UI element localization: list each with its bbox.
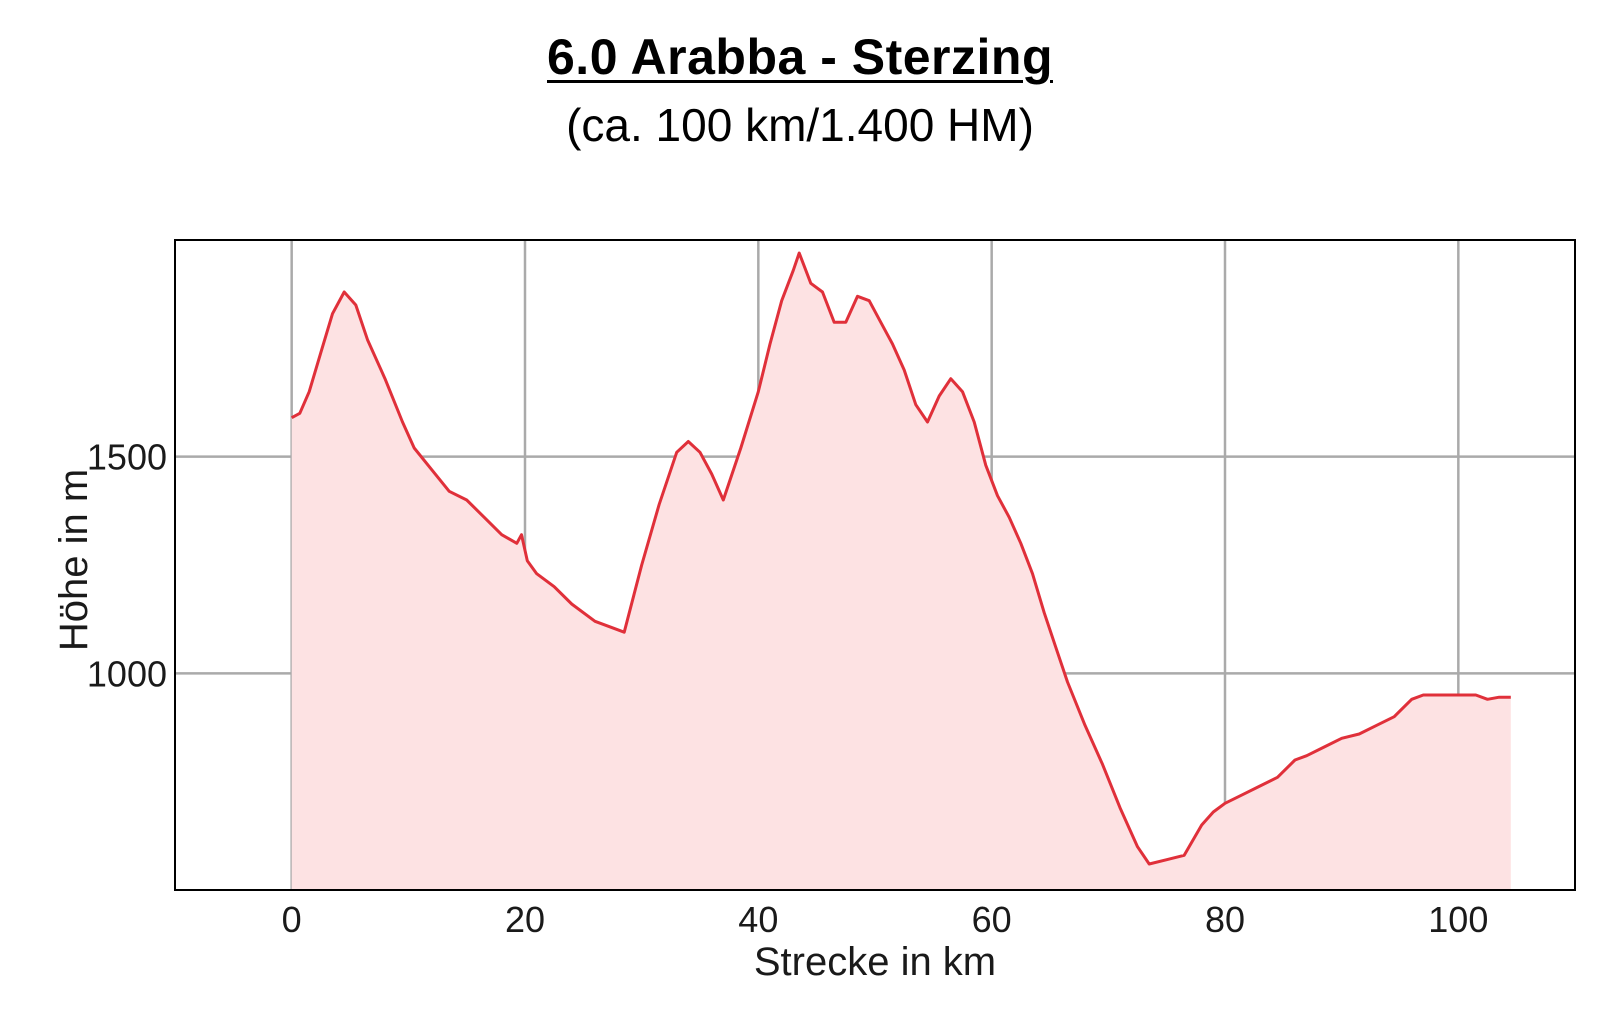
x-tick-label: 0	[282, 899, 302, 940]
y-tick-label: 1500	[87, 437, 167, 478]
y-tick-label: 1000	[87, 653, 167, 694]
y-axis-label: Höhe in m	[52, 469, 96, 651]
elevation-area-fill	[291, 253, 1511, 890]
x-tick-label: 40	[738, 899, 778, 940]
x-tick-label: 60	[972, 899, 1012, 940]
x-tick-label: 100	[1428, 899, 1488, 940]
x-axis-label: Strecke in km	[754, 940, 996, 984]
chart-title: 6.0 Arabba - Sterzing	[547, 29, 1053, 85]
elevation-line	[290, 251, 1511, 866]
x-tick-label: 20	[505, 899, 545, 940]
tick-labels: 0 20 40 60 80 100 1000 1500	[87, 437, 1488, 940]
x-tick-label: 80	[1205, 899, 1245, 940]
plot-frame	[174, 239, 1576, 891]
chart-subtitle: (ca. 100 km/1.400 HM)	[566, 99, 1034, 151]
